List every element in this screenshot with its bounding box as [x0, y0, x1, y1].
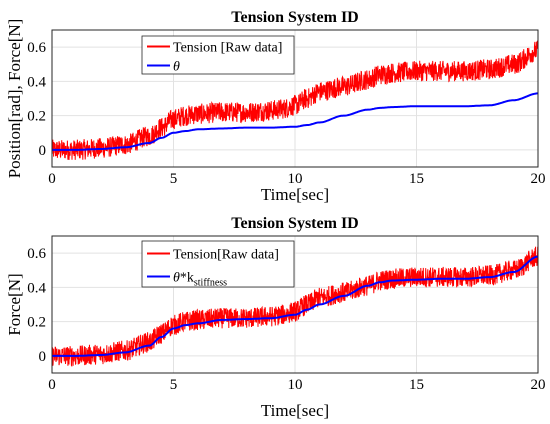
y-tick-label: 0.4: [27, 280, 46, 296]
y-tick-label: 0.2: [27, 315, 46, 331]
series-line-raw: [52, 246, 538, 368]
x-axis-label: Time[sec]: [261, 185, 329, 204]
series-group: [52, 246, 538, 368]
x-tick-label: 0: [48, 377, 56, 393]
legend: Tension[Raw data] θ*kstiffness: [141, 240, 295, 289]
axes-frame: [51, 29, 539, 168]
legend: Tension [Raw data] θ: [141, 35, 295, 75]
x-axis-label: Time[sec]: [261, 401, 329, 420]
y-tick-label: 0: [39, 143, 47, 159]
series-group: [52, 40, 538, 161]
x-tick-label: 20: [531, 377, 546, 393]
axes-frame: [51, 235, 539, 374]
legend-subscript: stiffness: [194, 278, 227, 289]
x-tick-label: 15: [409, 377, 424, 393]
x-tick-label: 15: [409, 171, 424, 187]
chart-title: Tension System ID: [231, 215, 358, 232]
legend-entry-label: Tension[Raw data]: [173, 248, 279, 263]
x-tick-label: 20: [531, 171, 546, 187]
x-tick-label: 10: [288, 377, 303, 393]
subplot-1: 0 5 10 15 20 0 0.2 0.4 0.6 Tension System ID Time[…: [5, 9, 546, 204]
y-tick-label: 0.4: [27, 74, 46, 90]
series-line-model: [52, 255, 538, 357]
legend-entry-label: Tension [Raw data]: [173, 41, 282, 56]
chart-title: Tension System ID: [231, 9, 358, 26]
x-tick-label: 5: [170, 171, 178, 187]
y-tick-label: 0: [39, 349, 47, 365]
legend-entry-text: *k: [180, 271, 194, 286]
y-tick-label: 0.6: [27, 246, 46, 262]
y-tick-label: 0.6: [27, 40, 46, 56]
legend-theta-symbol: θ: [173, 60, 180, 75]
legend-entry-label: θ*kstiffness: [173, 271, 227, 289]
x-tick-label: 10: [288, 171, 303, 187]
legend-entry-label: θ: [173, 60, 180, 75]
legend-box: [141, 240, 295, 288]
x-tick-label: 5: [170, 377, 178, 393]
series-line-raw: [52, 40, 538, 161]
y-tick-label: 0.2: [27, 109, 46, 125]
y-axis-label: Force[N]: [5, 273, 24, 335]
legend-theta-symbol: θ: [173, 271, 180, 286]
y-axis-label: Position[rad], Force[N]: [5, 19, 24, 179]
subplot-2: 0 5 10 15 20 0 0.2 0.4 0.6 Tension System ID Time[…: [5, 215, 546, 420]
series-line-model: [52, 92, 538, 151]
x-tick-label: 0: [48, 171, 56, 187]
legend-box: [141, 35, 295, 75]
